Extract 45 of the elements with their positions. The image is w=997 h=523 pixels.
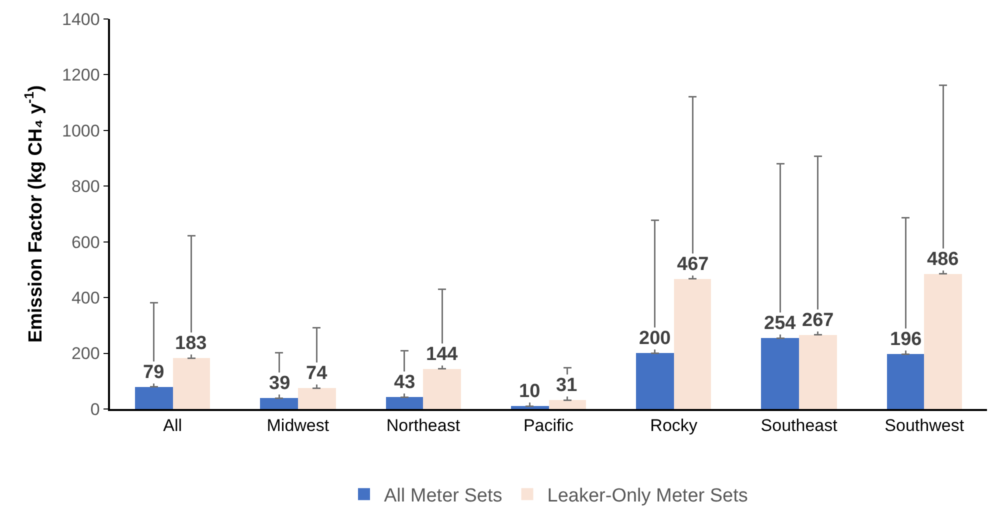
x-tick-label: Southeast [760, 416, 838, 436]
data-label: 144 [426, 344, 458, 365]
y-tick-label: 1400 [62, 10, 100, 29]
legend-label: Leaker-Only Meter Sets [547, 486, 748, 507]
y-tick-label: 1000 [62, 121, 100, 140]
x-tick-label: Northeast [386, 416, 460, 436]
bar [260, 398, 298, 409]
x-tick-label: Southwest [884, 416, 964, 436]
bar [173, 358, 210, 409]
legend-label: All Meter Sets [384, 486, 502, 507]
bar [924, 274, 962, 409]
data-label: 43 [394, 372, 416, 393]
data-label: 200 [639, 328, 671, 349]
data-label: 39 [269, 373, 290, 394]
bar [386, 397, 423, 409]
bar [799, 335, 837, 409]
y-tick-label: 600 [71, 232, 100, 252]
x-tick-label: Midwest [266, 416, 330, 436]
y-tick-label: 1200 [62, 66, 100, 85]
data-label: 183 [175, 333, 207, 354]
bar [423, 369, 461, 409]
data-label: 74 [306, 363, 328, 384]
y-tick-label: 800 [71, 177, 100, 196]
bar [511, 406, 549, 409]
bar [887, 354, 924, 409]
bar [135, 387, 173, 409]
bar [636, 353, 674, 409]
y-tick-label: 400 [71, 288, 100, 308]
data-label: 467 [677, 254, 709, 275]
bar [761, 338, 799, 409]
x-tick-label: Pacific [523, 416, 574, 436]
bar [549, 400, 586, 409]
y-tick-label: 200 [71, 344, 100, 364]
x-tick-label: All [163, 416, 182, 436]
data-label: 254 [764, 313, 796, 334]
y-tick-label: 0 [90, 400, 100, 419]
data-label: 267 [802, 310, 834, 331]
data-label: 79 [143, 362, 164, 383]
bar [298, 388, 336, 409]
data-label: 10 [519, 381, 540, 402]
x-tick-label: Rocky [650, 416, 698, 436]
data-label: 486 [927, 249, 959, 270]
bar [674, 279, 711, 409]
data-label: 31 [556, 375, 578, 396]
data-label: 196 [890, 329, 922, 350]
